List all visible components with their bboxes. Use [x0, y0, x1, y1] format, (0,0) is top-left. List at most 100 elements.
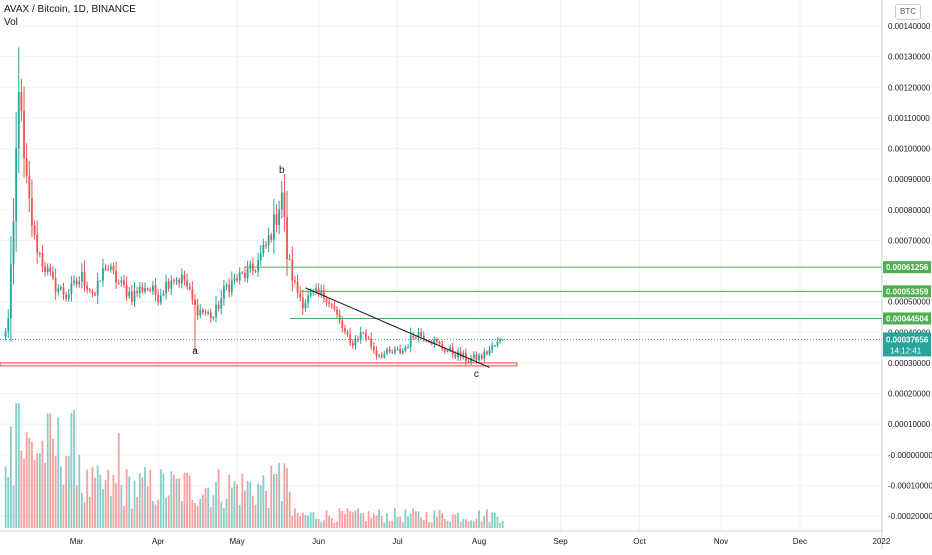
annotation-label: b	[279, 165, 285, 176]
volume-bar	[362, 512, 365, 528]
candle-body	[433, 339, 436, 345]
candle-body	[41, 253, 44, 267]
candle-body	[399, 349, 402, 353]
candle-body	[291, 259, 294, 281]
volume-bar	[175, 478, 178, 528]
volume-bar	[446, 520, 449, 528]
candle-body	[328, 302, 331, 305]
candle-body	[57, 288, 60, 292]
candle-body	[457, 351, 459, 358]
candle-body	[275, 214, 278, 225]
candle-body	[443, 348, 446, 352]
candle-body	[257, 259, 260, 272]
candle-body	[12, 221, 15, 265]
candle-body	[233, 278, 236, 281]
volume-bar	[291, 515, 294, 528]
candle-body	[167, 281, 170, 289]
volume-bar	[265, 490, 267, 528]
candle-body	[312, 291, 315, 293]
candle-body	[349, 334, 352, 343]
volume-bar	[78, 454, 81, 528]
volume-bar	[278, 463, 281, 528]
candle-body	[496, 341, 499, 346]
volume-bar	[388, 521, 391, 528]
volume-bar	[117, 433, 120, 528]
candle-body	[296, 281, 299, 293]
candle-body	[270, 235, 273, 240]
volume-bar	[275, 474, 278, 528]
time-tick-label: Oct	[633, 537, 646, 546]
volume-bar	[194, 503, 196, 528]
volume-bar	[336, 521, 338, 528]
volume-bar	[475, 518, 478, 528]
volume-bar	[412, 508, 415, 528]
volume-bar	[162, 474, 165, 528]
candle-series	[4, 47, 504, 366]
volume-bar	[462, 518, 465, 528]
volume-bar	[7, 477, 10, 528]
candle-body	[359, 332, 362, 341]
volume-bar	[196, 506, 199, 528]
level-price-label: 0.00061256	[886, 263, 929, 272]
candle-body	[391, 351, 394, 353]
volume-bar	[149, 470, 152, 528]
candle-body	[25, 158, 28, 176]
volume-bar	[433, 510, 436, 528]
candle-body	[299, 292, 302, 298]
volume-bar	[422, 519, 425, 528]
candle-body	[67, 294, 70, 299]
volume-bar	[436, 516, 438, 528]
time-tick-label: 2022	[873, 537, 891, 546]
level-price-tag	[883, 312, 931, 325]
volume-bar	[349, 511, 352, 528]
candle-body	[141, 287, 144, 292]
volume-bar	[104, 479, 107, 528]
volume-bar	[383, 522, 386, 528]
candle-body	[20, 92, 23, 112]
volume-bar	[425, 512, 428, 528]
candle-body	[480, 355, 483, 359]
candle-body	[280, 192, 283, 210]
candle-body	[451, 347, 454, 355]
candle-body	[123, 280, 125, 286]
volume-bar	[254, 504, 257, 528]
support-zone	[0, 362, 518, 367]
candle-body	[338, 314, 341, 321]
volume-series	[4, 403, 504, 528]
candle-body	[81, 272, 83, 282]
price-tick-label: 0.00100000	[888, 145, 931, 154]
volume-bar	[301, 512, 304, 528]
candle-body	[454, 354, 457, 358]
volume-bar	[157, 499, 160, 528]
volume-bar	[246, 481, 249, 528]
volume-bar	[443, 519, 446, 528]
candle-body	[372, 346, 375, 351]
candle-body	[188, 286, 191, 289]
volume-bar	[83, 502, 86, 528]
candle-body	[102, 268, 104, 281]
volume-bar	[244, 490, 246, 528]
volume-bar	[365, 520, 367, 528]
candle-body	[212, 317, 215, 319]
candle-body	[341, 320, 344, 329]
volume-bar	[262, 475, 265, 528]
candle-body	[152, 285, 154, 292]
candle-body	[17, 92, 20, 149]
candle-body	[325, 298, 328, 303]
candle-body	[315, 288, 317, 292]
currency-badge[interactable]: BTC	[895, 4, 921, 20]
candle-body	[230, 280, 233, 292]
volume-bar	[70, 413, 73, 528]
volume-bar	[115, 483, 117, 528]
volume-bar	[493, 512, 496, 528]
level-price-label: 0.00044504	[886, 314, 929, 323]
candle-body	[393, 349, 396, 353]
time-tick-label: Sep	[553, 537, 568, 546]
volume-bar	[283, 463, 286, 528]
candle-body	[236, 278, 238, 281]
candle-body	[501, 339, 504, 341]
candle-body	[365, 332, 367, 339]
volume-bar	[201, 494, 204, 528]
